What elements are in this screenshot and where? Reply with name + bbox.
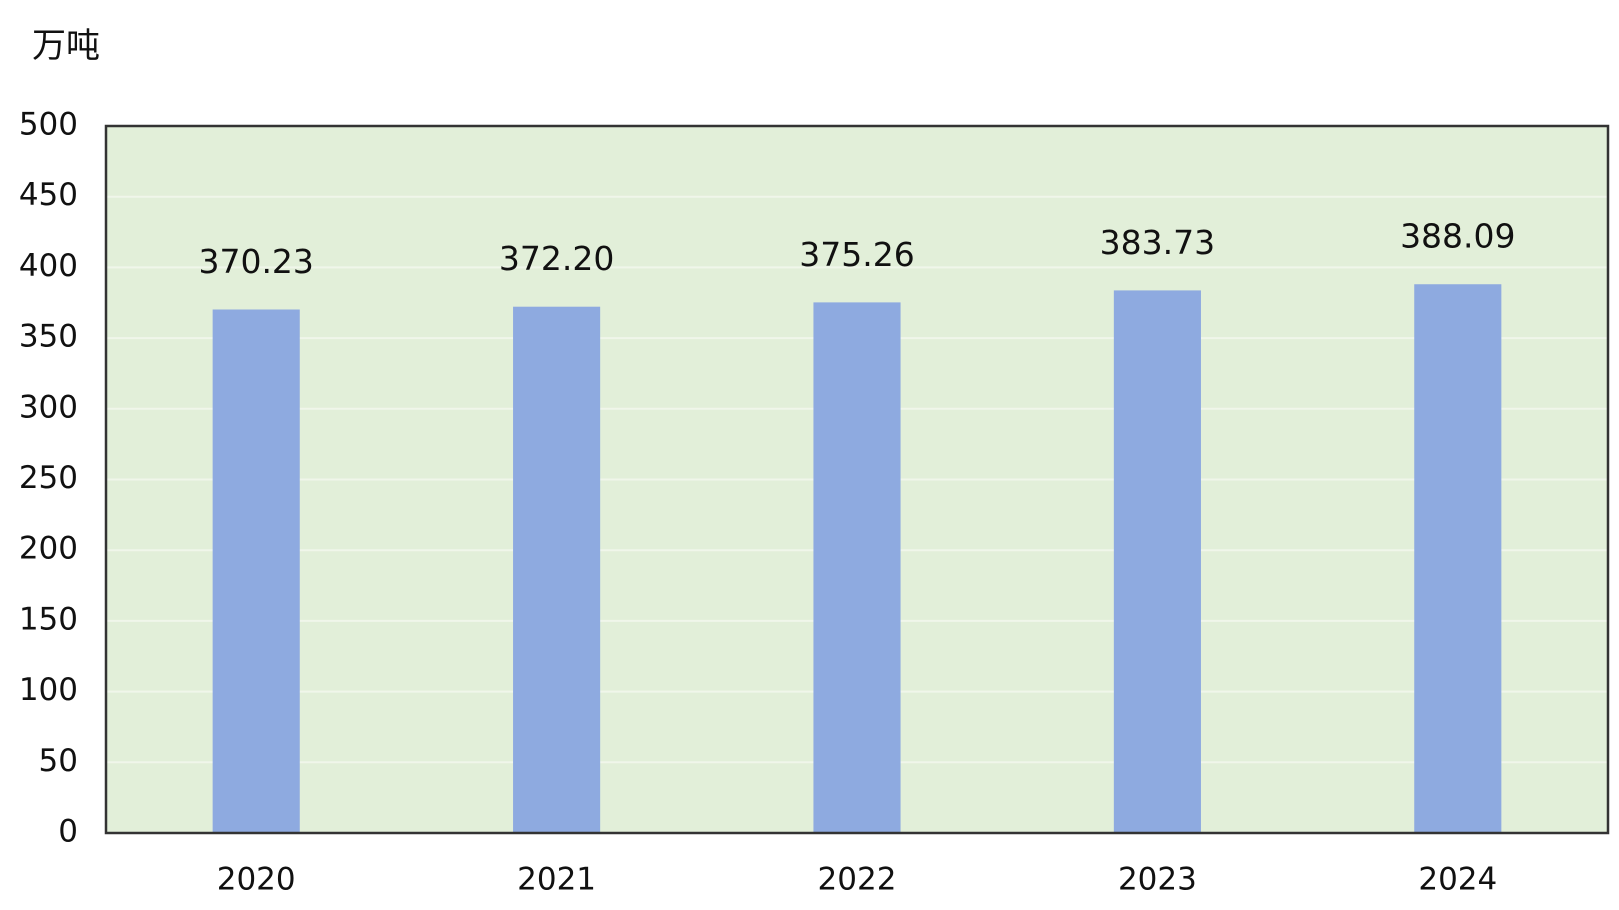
y-tick-label: 350 [19, 319, 78, 355]
value-label: 372.20 [499, 239, 614, 278]
y-tick-label: 500 [19, 107, 78, 143]
y-tick-label: 250 [19, 460, 78, 496]
value-label: 375.26 [799, 235, 914, 274]
y-tick-label: 200 [19, 531, 78, 567]
y-tick-label: 0 [58, 814, 78, 850]
x-tick-label: 2023 [1118, 862, 1197, 898]
bar [813, 302, 901, 834]
bar [1414, 284, 1502, 834]
x-tick-label: 2024 [1418, 862, 1497, 898]
value-label: 370.23 [198, 242, 313, 281]
y-tick-label: 450 [19, 177, 78, 213]
y-tick-label: 300 [19, 389, 78, 425]
bar [212, 309, 300, 834]
y-tick-label: 400 [19, 248, 78, 284]
x-tick-label: 2021 [517, 862, 596, 898]
value-label: 383.73 [1100, 223, 1215, 262]
x-tick-label: 2022 [818, 862, 897, 898]
y-tick-label: 100 [19, 672, 78, 708]
bar [1113, 290, 1201, 834]
y-tick-label: 150 [19, 601, 78, 637]
x-tick-label: 2020 [217, 862, 296, 898]
value-label: 388.09 [1400, 217, 1515, 256]
bar [513, 306, 601, 833]
plot-border [104, 124, 1610, 835]
y-tick-label: 50 [39, 743, 78, 779]
y-axis-unit: 万吨 [32, 26, 100, 66]
